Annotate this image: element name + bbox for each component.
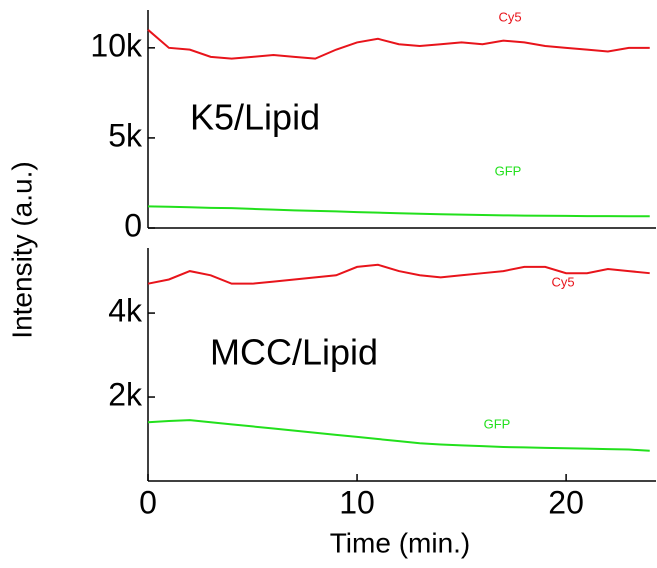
data-line bbox=[147, 419, 650, 452]
x-tick-label: 0 bbox=[139, 484, 157, 520]
series-label: Cy5 bbox=[551, 274, 574, 289]
annotation: MCC/Lipid bbox=[210, 332, 378, 373]
x-axis-label: Time (min.) bbox=[330, 527, 471, 558]
data-line bbox=[147, 29, 650, 60]
data-line bbox=[147, 205, 650, 218]
series-label: Cy5 bbox=[498, 9, 521, 24]
x-tick-label: 20 bbox=[548, 484, 584, 520]
y-axis-label: Intensity (a.u.) bbox=[6, 161, 37, 338]
x-tick-label: 10 bbox=[339, 484, 375, 520]
y-tick-label: 5k bbox=[108, 117, 143, 153]
series-label: GFP bbox=[484, 416, 511, 431]
y-tick-label: 0 bbox=[124, 207, 142, 243]
series-label: GFP bbox=[495, 163, 522, 178]
y-tick-label: 4k bbox=[108, 293, 143, 329]
y-tick-label: 10k bbox=[90, 27, 143, 63]
annotation: K5/Lipid bbox=[190, 97, 320, 138]
y-tick-label: 2k bbox=[108, 376, 143, 412]
data-line bbox=[147, 263, 650, 285]
